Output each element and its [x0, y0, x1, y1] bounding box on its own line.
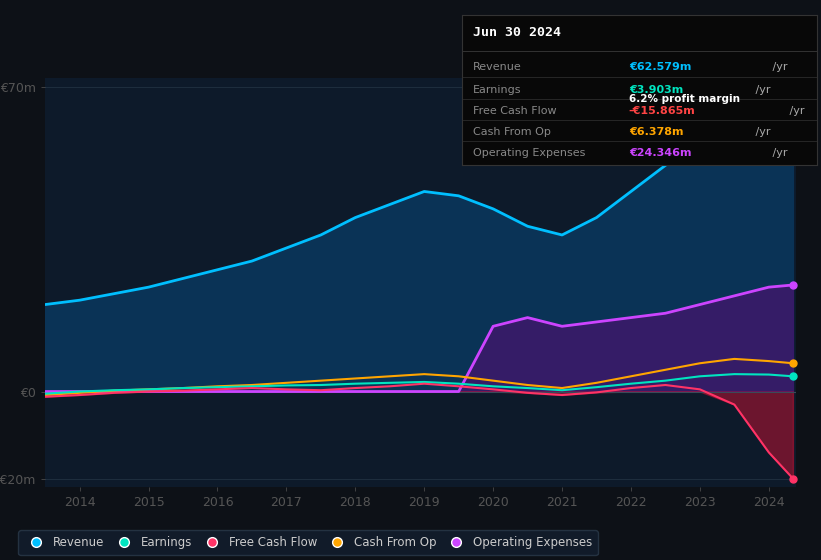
- Text: 6.2% profit margin: 6.2% profit margin: [629, 94, 740, 104]
- Text: €3.903m: €3.903m: [629, 85, 683, 95]
- Text: Cash From Op: Cash From Op: [473, 127, 551, 137]
- Text: /yr: /yr: [786, 106, 805, 116]
- Text: -€15.865m: -€15.865m: [629, 106, 695, 116]
- Text: €24.346m: €24.346m: [629, 148, 691, 158]
- Text: /yr: /yr: [768, 148, 787, 158]
- Text: €6.378m: €6.378m: [629, 127, 683, 137]
- Text: Jun 30 2024: Jun 30 2024: [473, 26, 561, 40]
- Text: Operating Expenses: Operating Expenses: [473, 148, 585, 158]
- Legend: Revenue, Earnings, Free Cash Flow, Cash From Op, Operating Expenses: Revenue, Earnings, Free Cash Flow, Cash …: [18, 530, 598, 555]
- Text: /yr: /yr: [752, 127, 770, 137]
- Text: Revenue: Revenue: [473, 62, 521, 72]
- Text: Free Cash Flow: Free Cash Flow: [473, 106, 557, 116]
- Text: €62.579m: €62.579m: [629, 62, 691, 72]
- Text: Earnings: Earnings: [473, 85, 521, 95]
- Text: /yr: /yr: [752, 85, 770, 95]
- Text: /yr: /yr: [768, 62, 787, 72]
